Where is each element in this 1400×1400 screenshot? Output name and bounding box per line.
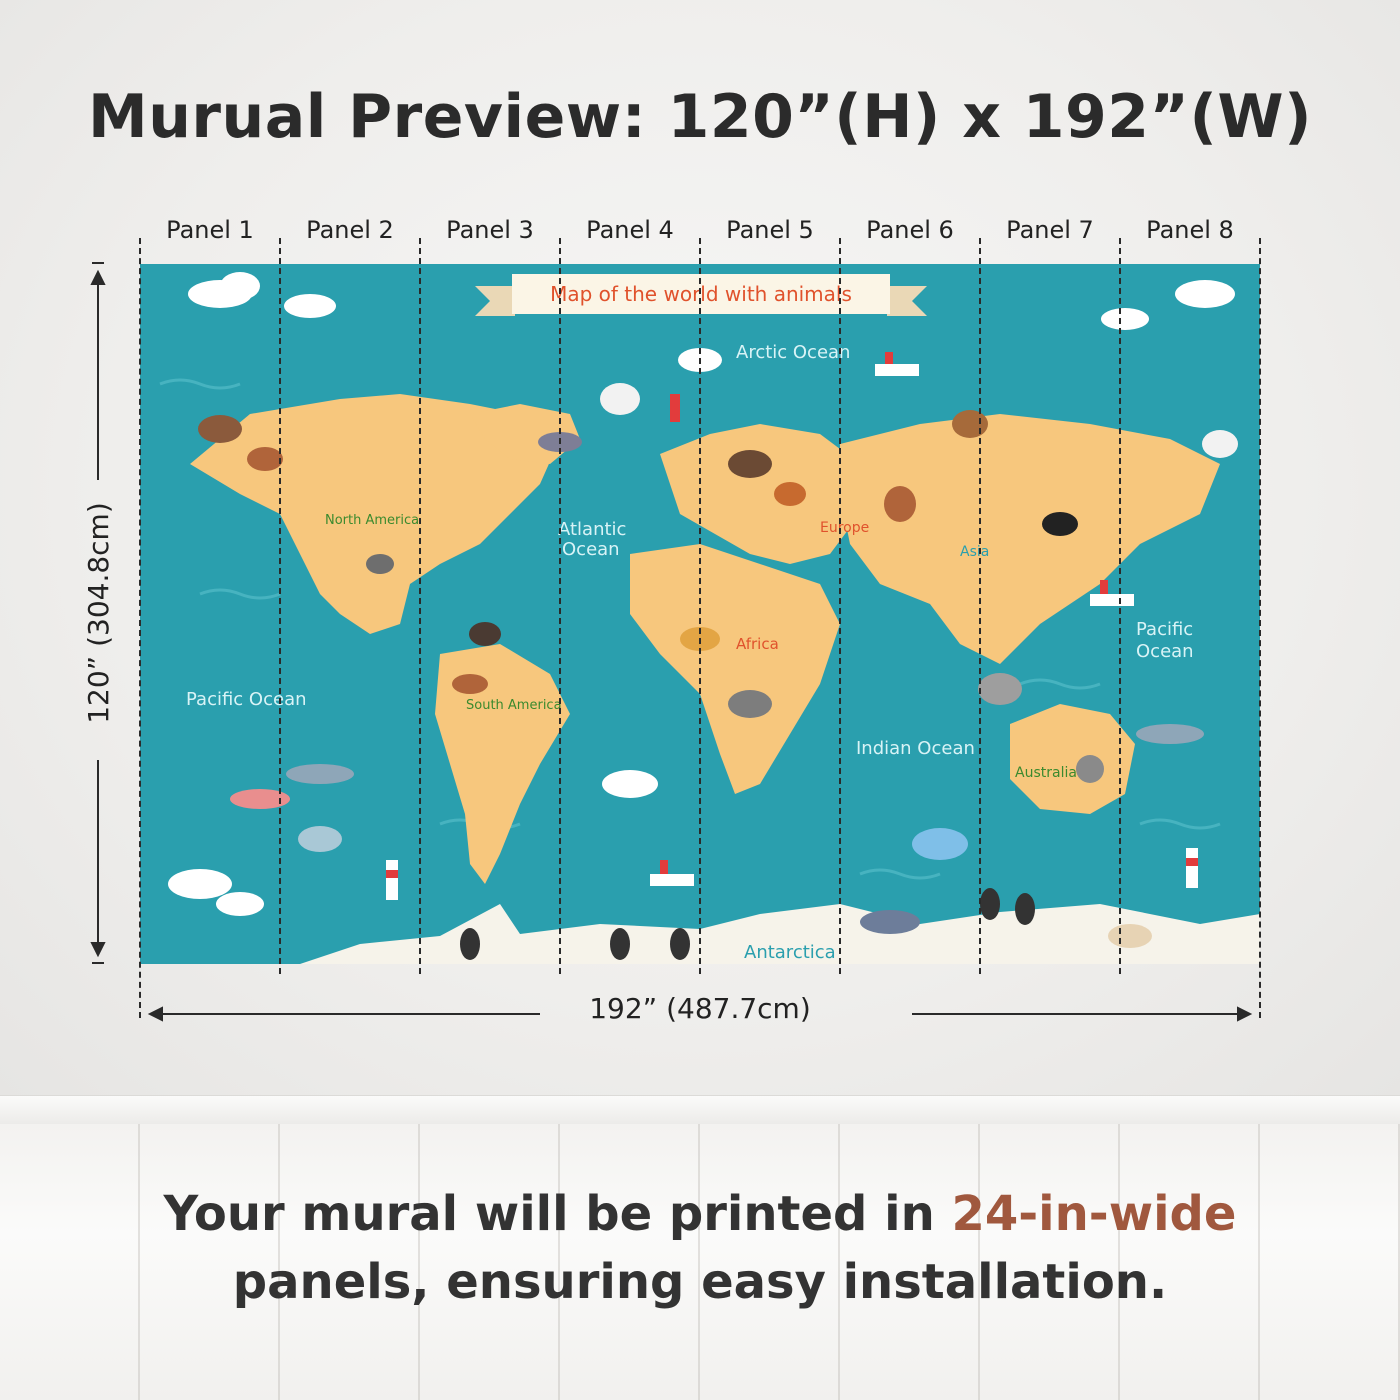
panel-label-2: Panel 2 bbox=[306, 216, 394, 244]
width-dimension-label: 192” (487.7cm) bbox=[589, 992, 811, 1025]
panel-divider-5 bbox=[839, 238, 841, 974]
panel-label-5: Panel 5 bbox=[726, 216, 814, 244]
world-map-illustration: Map of the world with animals Arctic Oce… bbox=[140, 264, 1260, 964]
label-indian-ocean: Indian Ocean bbox=[856, 738, 975, 759]
panel-label-1: Panel 1 bbox=[166, 216, 254, 244]
panel-divider-7 bbox=[1119, 238, 1121, 974]
height-dimension-label: 120” (304.8cm) bbox=[82, 502, 115, 724]
wood-floor bbox=[0, 1124, 1400, 1400]
label-south-america: South America bbox=[466, 698, 562, 713]
animal-figures bbox=[198, 383, 1238, 960]
panel-divider-4 bbox=[699, 238, 701, 974]
label-pacific-ocean-east-2: Ocean bbox=[1136, 641, 1194, 662]
label-north-america: North America bbox=[325, 513, 419, 528]
south-america-landmass bbox=[435, 644, 570, 884]
map-banner bbox=[475, 274, 927, 316]
panel-label-8: Panel 8 bbox=[1146, 216, 1234, 244]
label-asia: Asia bbox=[960, 544, 989, 560]
caption-line-1: Your mural will be printed in 24-in-wide bbox=[0, 1180, 1400, 1248]
north-america-landmass bbox=[190, 394, 560, 634]
europe-landmass bbox=[660, 424, 860, 564]
ships bbox=[650, 352, 1134, 886]
map-banner-title: Map of the world with animals bbox=[550, 282, 852, 306]
panel-divider-8 bbox=[1259, 238, 1261, 1018]
panel-divider-0 bbox=[139, 238, 141, 1018]
label-pacific-ocean-east-1: Pacific bbox=[1136, 619, 1193, 640]
label-antarctica: Antarctica bbox=[744, 942, 836, 963]
caption-accent: 24-in-wide bbox=[951, 1186, 1237, 1242]
asia-landmass bbox=[840, 414, 1220, 664]
lighthouses bbox=[386, 394, 1198, 900]
caption-line-2: panels, ensuring easy installation. bbox=[232, 1254, 1168, 1310]
clouds bbox=[168, 272, 1235, 916]
panel-divider-6 bbox=[979, 238, 981, 974]
label-pacific-ocean-west: Pacific Ocean bbox=[186, 689, 307, 710]
australia-landmass bbox=[1010, 704, 1135, 814]
caption-prefix: Your mural will be printed in bbox=[163, 1186, 952, 1242]
panel-label-3: Panel 3 bbox=[446, 216, 534, 244]
installation-caption: Your mural will be printed in 24-in-wide… bbox=[0, 1180, 1400, 1316]
page-title: Murual Preview: 120”(H) x 192”(W) bbox=[87, 82, 1313, 152]
label-europe: Europe bbox=[820, 520, 869, 536]
africa-landmass bbox=[630, 544, 840, 794]
label-atlantic-ocean-2: Ocean bbox=[562, 539, 620, 560]
panel-label-4: Panel 4 bbox=[586, 216, 674, 244]
label-australia: Australia bbox=[1015, 765, 1077, 781]
panel-divider-2 bbox=[419, 238, 421, 974]
panel-divider-3 bbox=[559, 238, 561, 974]
label-atlantic-ocean-1: Atlantic bbox=[558, 519, 626, 540]
panel-divider-1 bbox=[279, 238, 281, 974]
world-map-mural: Map of the world with animals Arctic Oce… bbox=[140, 264, 1260, 964]
label-africa: Africa bbox=[736, 635, 779, 653]
panel-label-7: Panel 7 bbox=[1006, 216, 1094, 244]
label-arctic-ocean: Arctic Ocean bbox=[736, 342, 850, 363]
panel-label-6: Panel 6 bbox=[866, 216, 954, 244]
ocean-waves bbox=[159, 378, 1221, 880]
baseboard bbox=[0, 1095, 1400, 1125]
